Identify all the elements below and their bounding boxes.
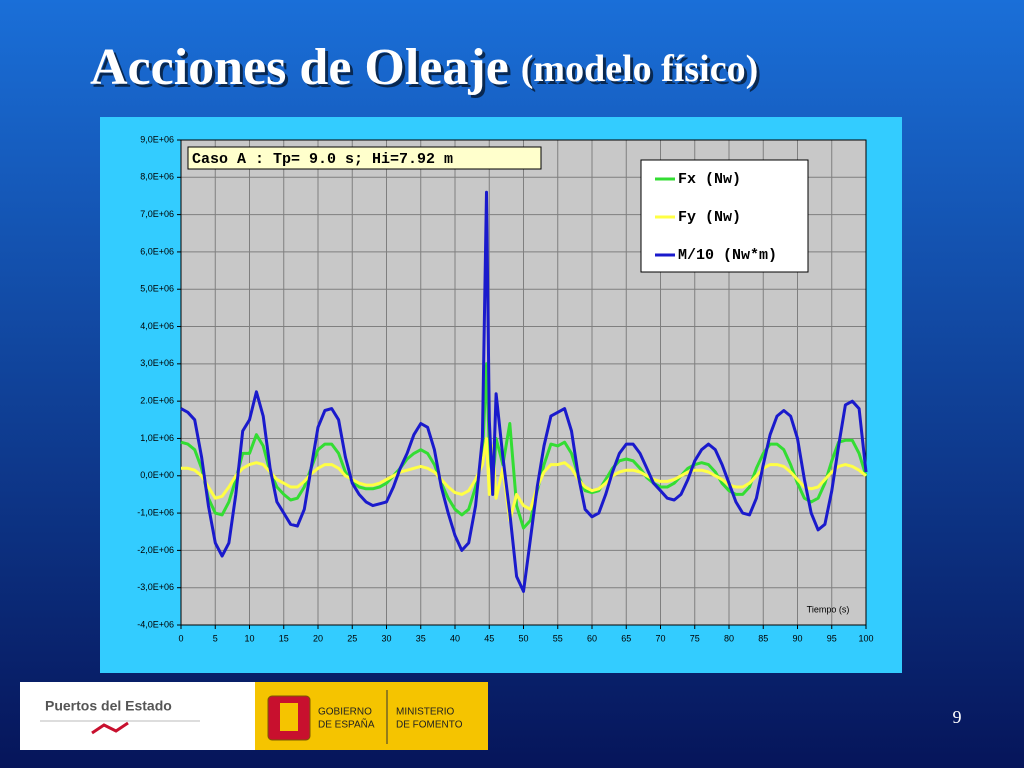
x-tick-label: 85 bbox=[758, 633, 768, 643]
slide-title: Acciones de Oleaje (modelo físico) bbox=[90, 39, 758, 96]
x-tick-label: 25 bbox=[347, 633, 357, 643]
y-tick-label: 0,0E+00 bbox=[140, 470, 174, 480]
y-tick-label: -4,0E+06 bbox=[137, 619, 174, 629]
page-number: 9 bbox=[953, 707, 962, 727]
x-tick-label: 55 bbox=[553, 633, 563, 643]
title-suffix: (modelo físico) bbox=[521, 48, 758, 90]
y-tick-label: -2,0E+06 bbox=[137, 545, 174, 555]
y-tick-label: -3,0E+06 bbox=[137, 582, 174, 592]
legend-label: Fy (Nw) bbox=[678, 209, 741, 226]
government-line: DE ESPAÑA bbox=[318, 718, 375, 731]
chart: 9,0E+06 8,0E+06 7,0E+06 6,0E+06 5,0E+06 4,0E+… bbox=[137, 134, 873, 643]
x-tick-label: 100 bbox=[858, 633, 873, 643]
x-tick-label: 75 bbox=[690, 633, 700, 643]
x-tick-label: 0 bbox=[178, 633, 183, 643]
x-tick-label: 80 bbox=[724, 633, 734, 643]
title-suffix-shadow: (modelo físico) bbox=[524, 51, 761, 93]
series-line bbox=[181, 437, 867, 522]
slide-title: Acciones de Oleaje (modelo físico) bbox=[93, 42, 761, 99]
x-tick-label: 60 bbox=[587, 633, 597, 643]
y-tick-label: 9,0E+06 bbox=[140, 134, 174, 144]
y-tick-label: 6,0E+06 bbox=[140, 246, 174, 256]
agency-mark bbox=[91, 721, 129, 735]
series-line bbox=[180, 362, 868, 530]
series-line bbox=[180, 190, 868, 593]
y-tick-label: -1,0E+06 bbox=[137, 507, 174, 517]
ministry-line: MINISTERIO bbox=[396, 707, 455, 718]
x-tick-label: 5 bbox=[213, 633, 218, 643]
x-tick-label: 65 bbox=[621, 633, 631, 643]
x-tick-label: 15 bbox=[279, 633, 289, 643]
x-tick-label: 95 bbox=[827, 633, 837, 643]
title-shadow: Acciones de Oleaje bbox=[93, 42, 512, 99]
annotation: Caso A : Tp= 9.0 s; Hi=7.92 m bbox=[192, 151, 453, 168]
y-tick-label: 5,0E+06 bbox=[140, 284, 174, 294]
x-tick-label: 45 bbox=[484, 633, 494, 643]
title-main: Acciones de Oleaje bbox=[90, 39, 509, 96]
legend-label: Fx (Nw) bbox=[678, 171, 741, 188]
x-tick-label: 30 bbox=[381, 633, 391, 643]
x-tick-label: 90 bbox=[792, 633, 802, 643]
y-tick-label: 1,0E+06 bbox=[140, 433, 174, 443]
plot-border bbox=[180, 139, 867, 626]
agency-logo bbox=[20, 682, 255, 750]
x-axis-label: Tiempo (s) bbox=[807, 604, 850, 614]
legend-label: M/10 (Nw*m) bbox=[678, 247, 777, 264]
x-tick-label: 10 bbox=[244, 633, 254, 643]
y-tick-label: 3,0E+06 bbox=[140, 358, 174, 368]
y-tick-label: 2.0E+06 bbox=[140, 396, 174, 406]
x-tick-label: 35 bbox=[416, 633, 426, 643]
annotation-box bbox=[187, 146, 542, 170]
y-tick-label: 7,0E+06 bbox=[140, 209, 174, 219]
coat-of-arms-inner bbox=[280, 703, 298, 731]
x-tick-label: 70 bbox=[655, 633, 665, 643]
y-tick-label: 4,0E+06 bbox=[140, 321, 174, 331]
ministry-line: DE FOMENTO bbox=[396, 720, 463, 731]
government-line: GOBIERNO bbox=[318, 707, 372, 718]
x-tick-label: 50 bbox=[518, 633, 528, 643]
y-tick-label: 8,0E+06 bbox=[140, 172, 174, 182]
agency-name: Puertos del Estado bbox=[45, 698, 172, 714]
x-tick-label: 40 bbox=[450, 633, 460, 643]
x-tick-label: 20 bbox=[313, 633, 323, 643]
